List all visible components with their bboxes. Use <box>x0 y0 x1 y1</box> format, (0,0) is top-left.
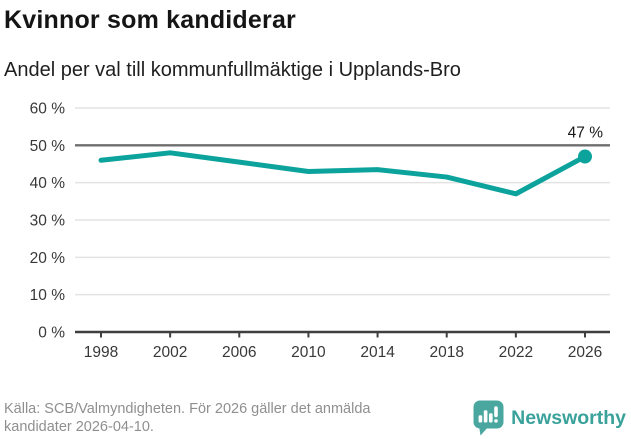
chart-subtitle: Andel per val till kommunfullmäktige i U… <box>4 59 461 81</box>
source-note: Källa: SCB/Valmyndigheten. För 2026 gäll… <box>4 401 370 436</box>
brand-name: Newsworthy <box>511 406 626 429</box>
source-note-line-2: kandidater 2026-04-10. <box>4 418 154 435</box>
x-tick-label: 1998 <box>84 344 118 361</box>
y-tick-label: 0 % <box>38 325 65 342</box>
chart-title: Kvinnor som kandiderar <box>4 6 296 34</box>
y-tick-label: 40 % <box>30 175 66 192</box>
x-tick-label: 2014 <box>360 344 395 361</box>
newsworthy-bubble-barchart-icon <box>473 400 504 436</box>
y-tick-label: 20 % <box>30 250 66 267</box>
end-point-label: 47 % <box>568 124 604 141</box>
y-tick-label: 60 % <box>30 101 66 118</box>
x-tick-label: 2022 <box>499 344 533 361</box>
y-tick-label: 10 % <box>30 287 66 304</box>
newsworthy-logo[interactable]: Newsworthy <box>473 400 626 436</box>
x-tick-label: 2018 <box>429 344 463 361</box>
end-point-marker <box>578 149 592 164</box>
x-tick-label: 2006 <box>222 344 256 361</box>
x-tick-label: 2010 <box>291 344 326 361</box>
x-tick-label: 2026 <box>568 344 602 361</box>
y-tick-label: 50 % <box>30 138 66 155</box>
source-note-line-1: Källa: SCB/Valmyndigheten. För 2026 gäll… <box>4 401 371 417</box>
trend-line <box>98 150 588 197</box>
x-tick-label: 2002 <box>153 344 187 361</box>
y-tick-label: 30 % <box>30 213 66 230</box>
line-chart: 0 % 10 % 20 % 30 % 40 % 50 % 60 % 1998 2002 2006 2… <box>30 101 610 361</box>
